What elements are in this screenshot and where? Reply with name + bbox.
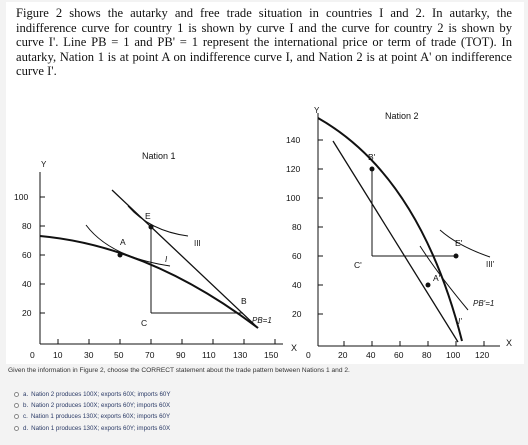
nation-2-x-tick-label: 20 [338, 350, 348, 360]
nation-2-diagram: Nation 2 Y X X 140 120 100 80 60 40 [286, 106, 512, 360]
problem-text: Figure 2 shows the autarky and free trad… [16, 6, 512, 79]
nation-2-x-tick-label: 0 [306, 350, 311, 360]
nation-1-x-tick-label: 30 [84, 350, 94, 360]
option-d[interactable]: d. Nation 1 produces 130X; exports 60Y; … [14, 423, 170, 434]
option-c-letter: c. [23, 413, 28, 421]
nation-2-curve-label-i-prime: I' [458, 317, 462, 326]
nation-2-point-b-prime [369, 166, 375, 172]
option-d-text: Nation 1 produces 130X; exports 60Y; imp… [31, 424, 171, 432]
option-b-letter: b. [23, 402, 29, 410]
nation-2-point-a-prime-label: A' [433, 273, 441, 283]
nation-2-y-tick-label: 80 [292, 222, 302, 232]
nation-2-y-tick-label: 40 [292, 280, 302, 290]
nation-2-y-tick-label: 120 [286, 164, 300, 174]
nation-2-title: Nation 2 [385, 111, 419, 121]
option-a[interactable]: a. Nation 2 produces 100X; exports 60X; … [14, 389, 170, 400]
nation-1-x-tick-label: 150 [264, 350, 278, 360]
nation-1-x-tick-label: 90 [176, 350, 186, 360]
nation-1-y-tick-label: 20 [22, 308, 32, 318]
nation-1-y-tick-label: 80 [22, 221, 32, 231]
nation-1-point-a [117, 252, 123, 258]
nation-1-title: Nation 1 [142, 151, 176, 161]
nation-2-y-tick-label: 20 [292, 309, 302, 319]
nation-1-production-frontier [39, 235, 259, 329]
nation-2-production-frontier [317, 117, 463, 342]
nation-2-indifference-curve-iii-prime [439, 229, 491, 258]
nation-1-indifference-curve-i [85, 224, 171, 267]
nation-2-price-label: PB'=1 [473, 299, 494, 308]
nation-2-curve-label-iii-prime: III' [486, 260, 495, 269]
option-a-letter: a. [23, 391, 29, 399]
option-b-text: Nation 2 produces 100X; exports 60Y; imp… [31, 402, 171, 410]
nation-1-x-tick-label: 70 [145, 350, 155, 360]
nation-2-point-b-prime-label: B' [368, 152, 376, 162]
nation-2-x-tick-label: 60 [394, 350, 404, 360]
nation-1-x-label: X [291, 343, 297, 353]
figure-2-graph: Nation 1 Y 100 80 60 40 20 [14, 106, 512, 360]
option-a-radio[interactable] [14, 392, 19, 398]
nation-2-x-label: X [506, 338, 512, 348]
nation-1-x-tick-label: 130 [233, 350, 247, 360]
answer-options: a. Nation 2 produces 100X; exports 60X; … [14, 389, 170, 434]
nation-1-point-e-label: E [145, 211, 151, 221]
nation-1-x-ticks: 0 10 30 50 70 90 110 130 150 [30, 339, 278, 360]
nation-2-indifference-curve-i-prime [419, 245, 469, 311]
figure-image [6, 2, 524, 364]
option-b[interactable]: b. Nation 2 produces 100X; exports 60Y; … [14, 400, 170, 411]
nation-1-point-a-label: A [120, 237, 126, 247]
nation-1-curve-label-iii: III [194, 239, 201, 248]
option-b-radio[interactable] [14, 403, 19, 409]
nation-2-x-tick-label: 120 [475, 350, 489, 360]
nation-2-y-tick-label: 100 [286, 193, 300, 203]
nation-1-indifference-curve-iii [127, 205, 189, 237]
option-c[interactable]: c. Nation 1 produces 130X; exports 60X; … [14, 411, 170, 422]
nation-2-x-tick-label: 40 [366, 350, 376, 360]
nation-1-price-label: PB=1 [252, 316, 272, 325]
nation-2-y-tick-label: 140 [286, 135, 300, 145]
nation-2-x-ticks: 0 20 40 60 80 100 120 [306, 341, 489, 360]
option-a-text: Nation 2 produces 100X; exports 60X; imp… [31, 391, 171, 399]
option-c-text: Nation 1 produces 130X; exports 60X; imp… [30, 413, 171, 421]
nation-1-y-ticks: 100 80 60 40 20 [14, 192, 45, 318]
nation-2-y-ticks: 140 120 100 80 60 40 20 [286, 135, 323, 319]
nation-1-x-tick-label: 0 [30, 350, 35, 360]
nation-1-point-e [148, 224, 154, 230]
nation-1-x-tick-label: 110 [202, 350, 216, 360]
nation-2-point-e-prime [453, 253, 459, 259]
nation-2-trade-line [332, 140, 459, 343]
nation-1-y-tick-label: 100 [14, 192, 28, 202]
nation-2-point-e-prime-label: E' [455, 238, 463, 248]
nation-2-point-c-prime-label: C' [354, 260, 362, 270]
nation-1-y-tick-label: 60 [22, 250, 32, 260]
nation-1-curve-label-i: I [165, 255, 168, 264]
nation-1-diagram: Nation 1 Y 100 80 60 40 20 [14, 151, 283, 360]
nation-2-y-tick-label: 60 [292, 251, 302, 261]
nation-1-point-b-label: B [241, 296, 247, 306]
nation-1-point-c-label: C [141, 318, 147, 328]
nation-2-x-tick-label: 100 [446, 350, 460, 360]
option-d-letter: d. [23, 424, 29, 432]
option-d-radio[interactable] [14, 425, 19, 431]
nation-1-x-tick-label: 50 [114, 350, 124, 360]
nation-2-y-label: Y [314, 106, 320, 115]
nation-1-y-tick-label: 40 [22, 279, 32, 289]
nation-1-x-tick-label: 10 [53, 350, 63, 360]
nation-1-trade-line [111, 189, 259, 329]
question-prompt: Given the information in Figure 2, choos… [8, 367, 350, 374]
nation-2-x-tick-label: 80 [422, 350, 432, 360]
option-c-radio[interactable] [14, 414, 19, 420]
nation-1-y-label: Y [41, 160, 47, 169]
nation-2-point-a-prime [425, 282, 431, 288]
